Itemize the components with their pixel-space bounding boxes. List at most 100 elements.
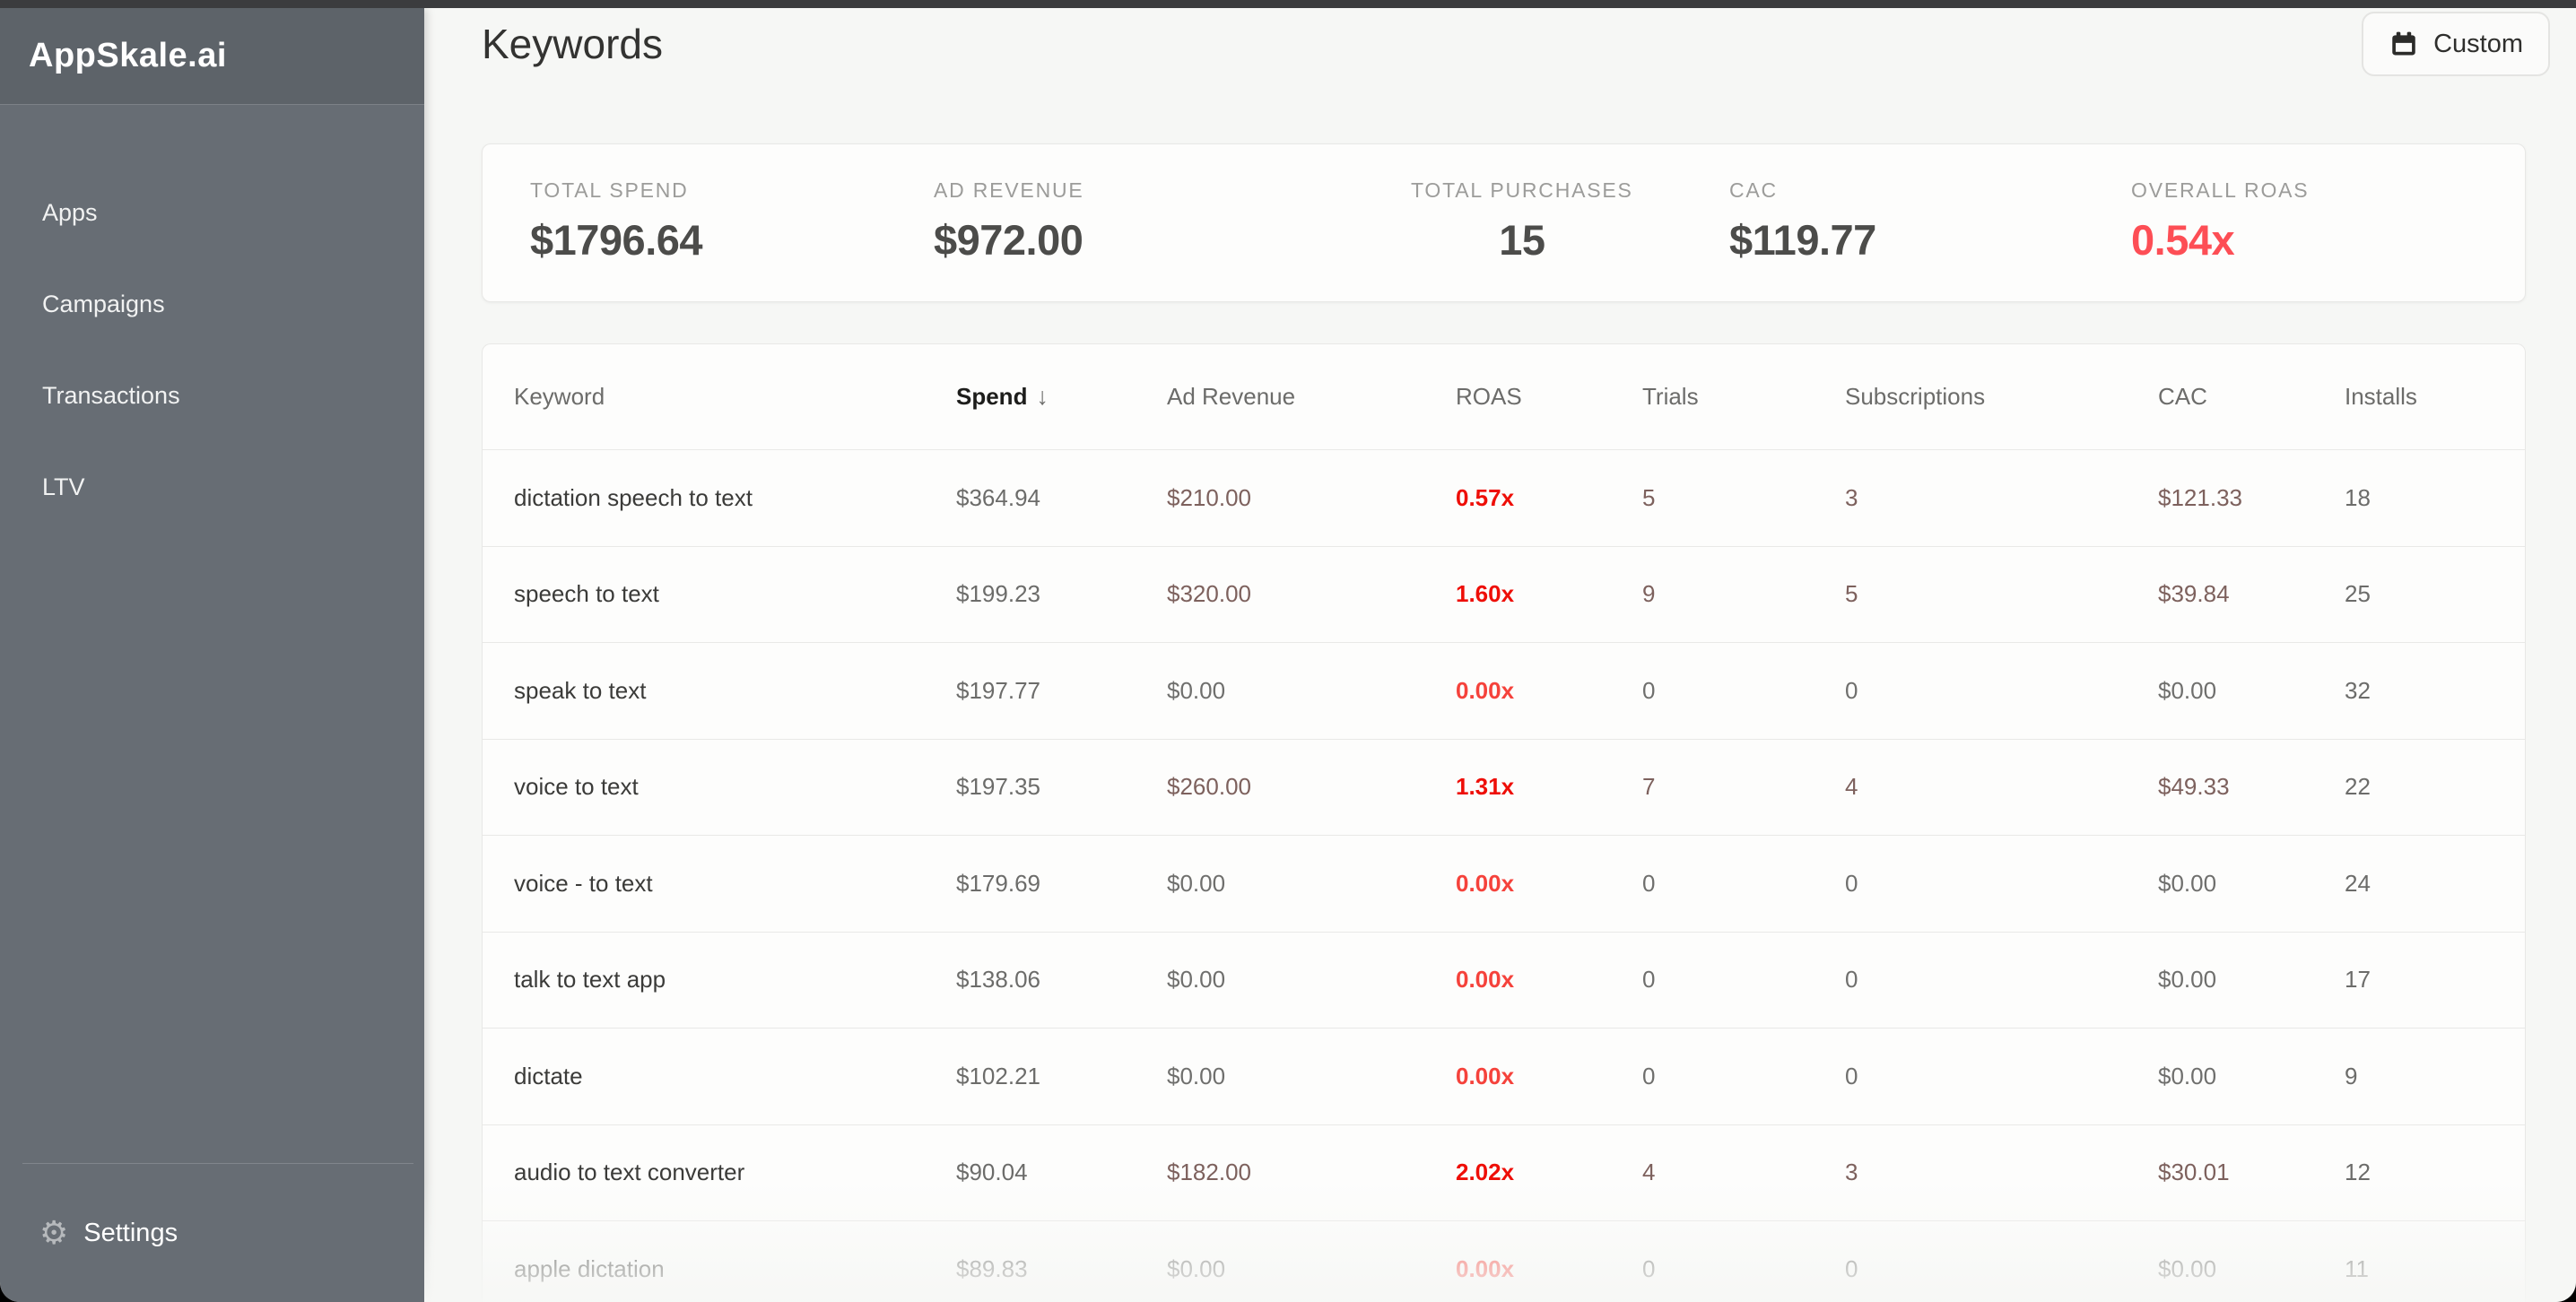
stat-block: TOTAL SPEND $1796.64	[530, 178, 703, 265]
stat-value: $972.00	[934, 216, 1083, 264]
stat-value: 0.54x	[2131, 216, 2235, 264]
table-row[interactable]: audio to text converter $90.04 $182.00 2…	[483, 1124, 2525, 1221]
spend-cell: $364.94	[956, 483, 1040, 511]
spend-cell: $90.04	[956, 1159, 1028, 1186]
subscriptions-cell: 0	[1845, 1254, 1858, 1282]
settings-divider	[22, 1163, 413, 1164]
table-row[interactable]: speak to text $197.77 $0.00 0.00x 0 0 $0…	[483, 642, 2525, 739]
cac-cell: $0.00	[2158, 869, 2217, 897]
column-header-spend[interactable]: Spend ↓	[956, 383, 1167, 411]
keyword-cell: dictate	[514, 1062, 583, 1089]
spend-cell: $199.23	[956, 580, 1040, 608]
roas-cell: 0.00x	[1456, 966, 1515, 994]
keyword-cell: apple dictation	[514, 1254, 665, 1282]
table-row[interactable]: speech to text $199.23 $320.00 1.60x 9 5…	[483, 545, 2525, 643]
installs-cell: 18	[2345, 483, 2371, 511]
table-row[interactable]: voice - to text $179.69 $0.00 0.00x 0 0 …	[483, 835, 2525, 932]
settings-button[interactable]: ⚙ Settings	[0, 1164, 424, 1302]
subscriptions-cell: 3	[1845, 1159, 1858, 1186]
roas-cell: 1.60x	[1456, 580, 1515, 608]
keyword-cell: talk to text app	[514, 966, 666, 994]
table-header-row: Keyword Spend ↓ Ad Revenue ROAS Trials Su…	[483, 344, 2525, 449]
trials-cell: 0	[1642, 1254, 1656, 1282]
sidebar-nav: Apps Campaigns Transactions LTV	[0, 105, 424, 533]
ad-revenue-cell: $0.00	[1167, 966, 1226, 994]
date-range-button-label: Custom	[2433, 29, 2523, 58]
stat-label: AD REVENUE	[934, 178, 1084, 202]
stat-block: CAC $119.77	[1729, 178, 1876, 265]
trials-cell: 7	[1642, 773, 1656, 801]
keyword-cell: dictation speech to text	[514, 483, 753, 511]
spend-cell: $197.77	[956, 676, 1040, 704]
roas-cell: 2.02x	[1456, 1159, 1515, 1186]
main-content: Keywords Custom TOTAL SPEND $1796.64 AD …	[424, 8, 2576, 1302]
stats-summary-card: TOTAL SPEND $1796.64 AD REVENUE $972.00 …	[482, 143, 2526, 302]
app-layout: AppSkale.ai Apps Campaigns Transactions …	[0, 8, 2576, 1302]
page-title: Keywords	[482, 21, 663, 67]
sidebar: AppSkale.ai Apps Campaigns Transactions …	[0, 8, 424, 1302]
subscriptions-cell: 0	[1845, 676, 1858, 704]
installs-cell: 25	[2345, 580, 2371, 608]
roas-cell: 0.57x	[1456, 483, 1515, 511]
sidebar-item[interactable]: Transactions	[42, 381, 180, 409]
sidebar-item[interactable]: LTV	[42, 473, 85, 500]
table-row[interactable]: apple dictation $89.83 $0.00 0.00x 0 0 $…	[483, 1220, 2525, 1302]
table-row[interactable]: dictate $102.21 $0.00 0.00x 0 0 $0.00 9	[483, 1028, 2525, 1124]
installs-cell: 9	[2345, 1062, 2358, 1089]
column-header-ad-revenue[interactable]: Ad Revenue	[1167, 383, 1296, 410]
table-row[interactable]: voice to text $197.35 $260.00 1.31x 7 4 …	[483, 738, 2525, 836]
sidebar-item[interactable]: Campaigns	[42, 290, 165, 317]
trials-cell: 0	[1642, 869, 1656, 897]
table-row[interactable]: dictation speech to text $364.94 $210.00…	[483, 449, 2525, 546]
cac-cell: $0.00	[2158, 966, 2217, 994]
column-header-trials[interactable]: Trials	[1642, 383, 1699, 410]
trials-cell: 0	[1642, 676, 1656, 704]
keyword-cell: audio to text converter	[514, 1159, 745, 1186]
cac-cell: $49.33	[2158, 773, 2230, 801]
installs-cell: 12	[2345, 1159, 2371, 1186]
column-header-installs[interactable]: Installs	[2345, 383, 2417, 410]
date-range-button[interactable]: Custom	[2362, 12, 2550, 76]
column-header-cac[interactable]: CAC	[2158, 383, 2207, 410]
cac-cell: $0.00	[2158, 1062, 2217, 1089]
ad-revenue-cell: $0.00	[1167, 676, 1226, 704]
column-header-roas[interactable]: ROAS	[1456, 383, 1522, 410]
window-top-bar	[0, 0, 2576, 8]
column-header-spend-label: Spend	[956, 383, 1028, 410]
sidebar-item[interactable]: Apps	[42, 198, 98, 226]
ad-revenue-cell: $0.00	[1167, 1254, 1226, 1282]
column-header-subscriptions[interactable]: Subscriptions	[1845, 383, 1986, 410]
roas-cell: 1.31x	[1456, 773, 1515, 801]
installs-cell: 22	[2345, 773, 2371, 801]
stat-value: 15	[1499, 216, 1545, 264]
cac-cell: $39.84	[2158, 580, 2230, 608]
ad-revenue-cell: $320.00	[1167, 580, 1251, 608]
ad-revenue-cell: $0.00	[1167, 1062, 1226, 1089]
spend-cell: $102.21	[956, 1062, 1040, 1089]
stat-label: OVERALL ROAS	[2131, 178, 2310, 202]
column-header-keyword[interactable]: Keyword	[514, 383, 605, 410]
roas-cell: 0.00x	[1456, 1254, 1515, 1282]
cac-cell: $30.01	[2158, 1159, 2230, 1186]
subscriptions-cell: 0	[1845, 869, 1858, 897]
subscriptions-cell: 0	[1845, 1062, 1858, 1089]
stat-block: OVERALL ROAS 0.54x	[2131, 178, 2309, 265]
subscriptions-cell: 0	[1845, 966, 1858, 994]
cac-cell: $0.00	[2158, 676, 2217, 704]
keyword-cell: voice to text	[514, 773, 639, 801]
ad-revenue-cell: $260.00	[1167, 773, 1251, 801]
trials-cell: 4	[1642, 1159, 1656, 1186]
installs-cell: 17	[2345, 966, 2371, 994]
subscriptions-cell: 3	[1845, 483, 1858, 511]
settings-label: Settings	[83, 1218, 178, 1247]
roas-cell: 0.00x	[1456, 676, 1515, 704]
keyword-cell: speak to text	[514, 676, 647, 704]
stat-block: AD REVENUE $972.00	[934, 178, 1084, 265]
trials-cell: 0	[1642, 966, 1656, 994]
table-row[interactable]: talk to text app $138.06 $0.00 0.00x 0 0…	[483, 931, 2525, 1029]
stat-label: TOTAL SPEND	[530, 178, 689, 202]
spend-cell: $138.06	[956, 966, 1040, 994]
roas-cell: 0.00x	[1456, 869, 1515, 897]
stat-block: TOTAL PURCHASES 15	[1411, 178, 1633, 265]
